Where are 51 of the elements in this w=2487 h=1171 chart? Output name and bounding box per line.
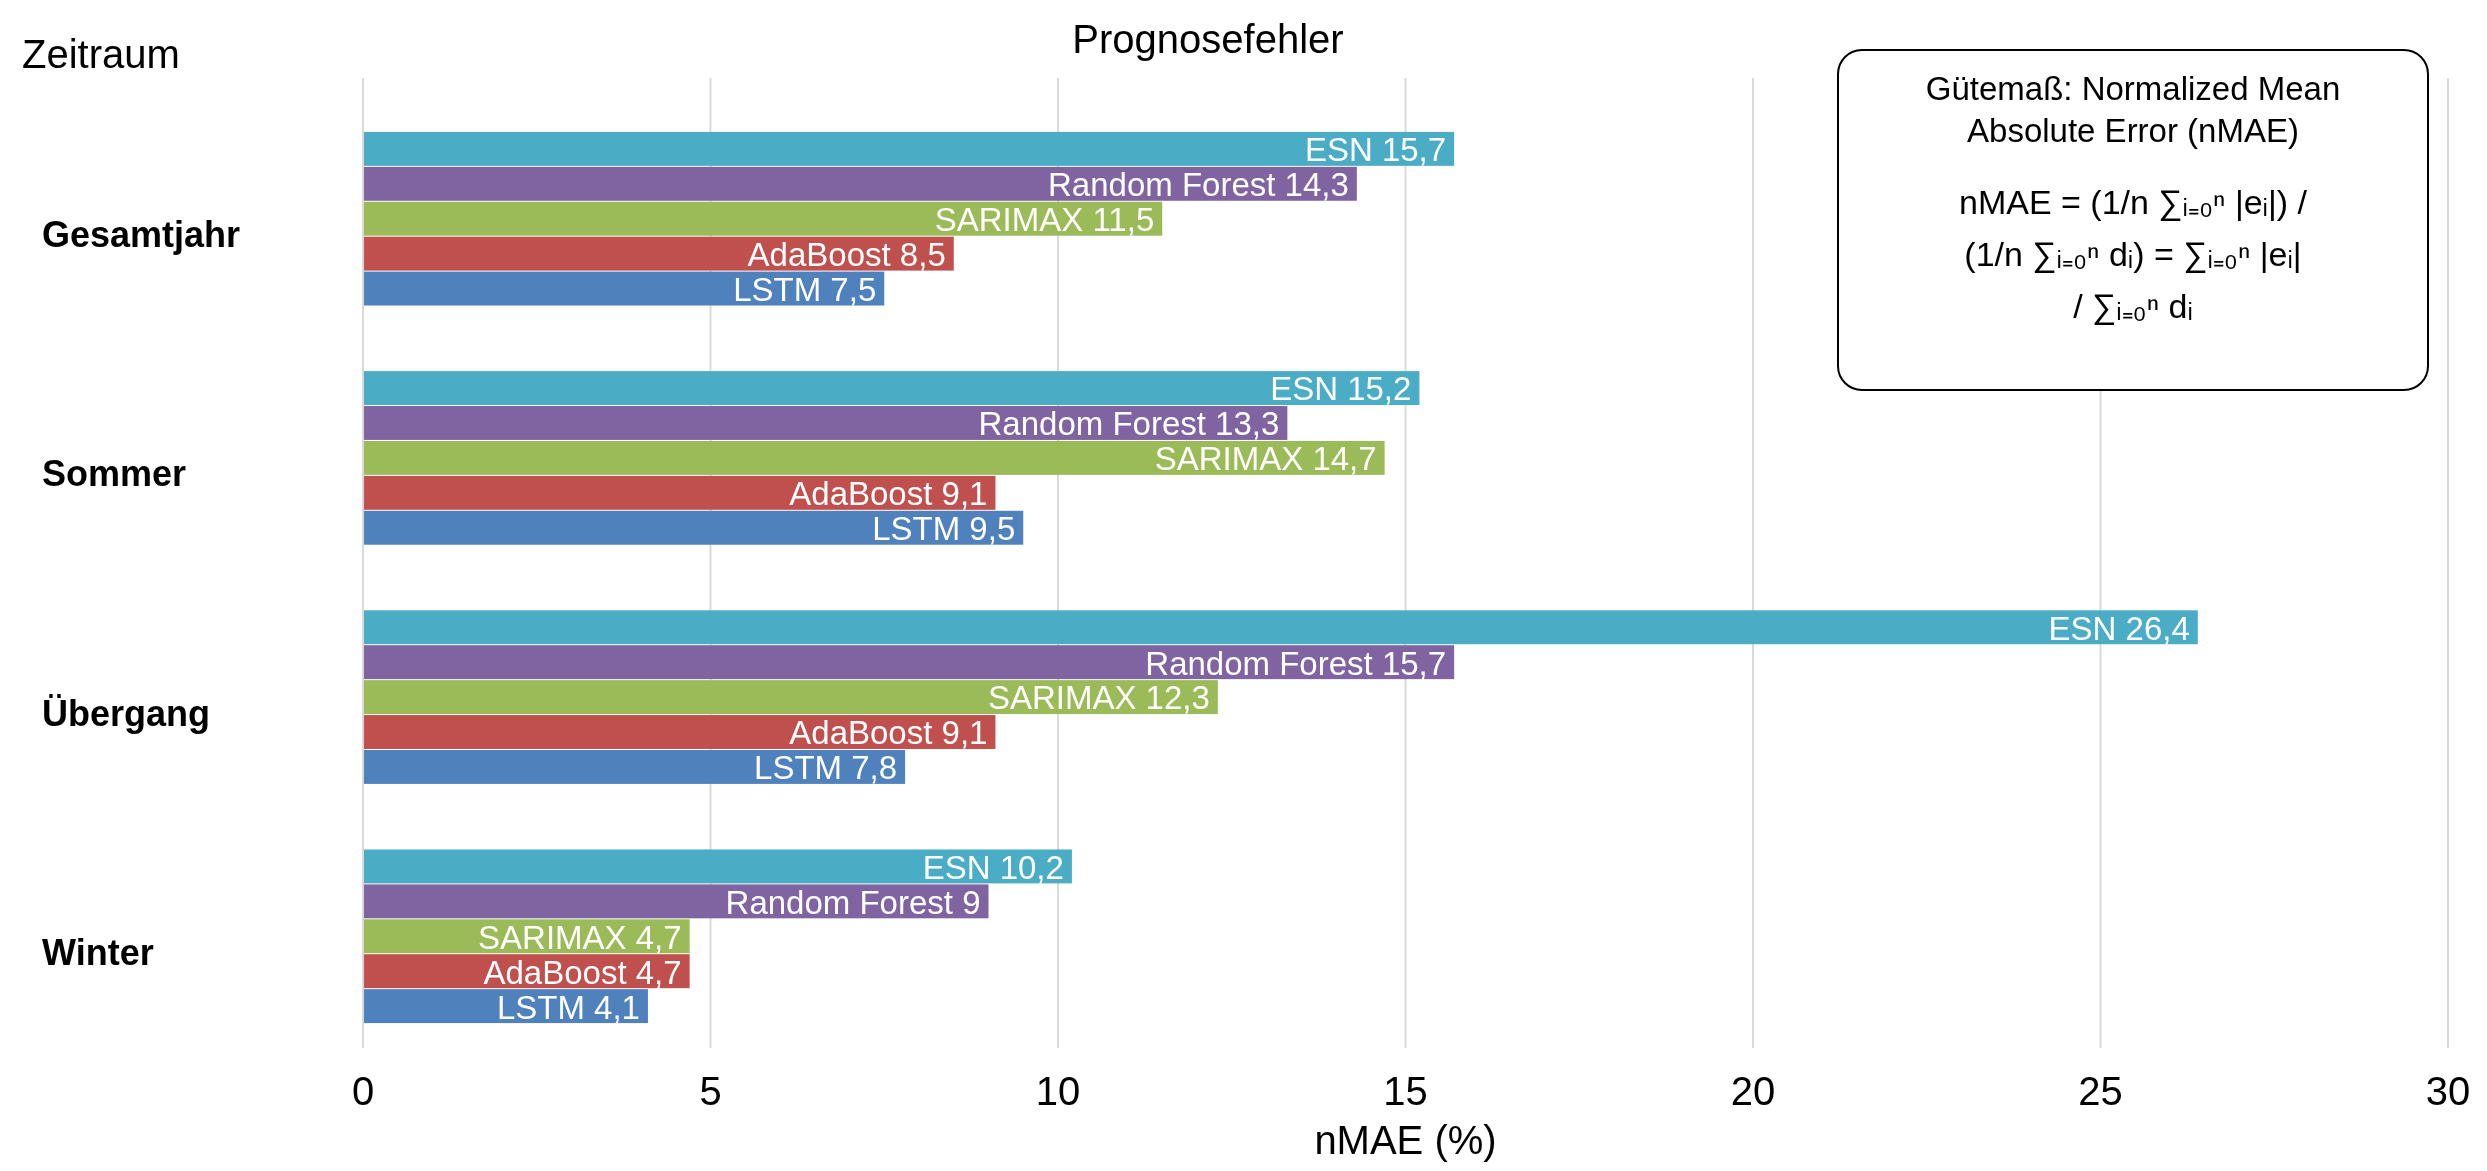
annotation: nMAE = (1/n ∑ᵢ₌₀ⁿ |eᵢ|) / (1/n ∑ᵢ₌₀ⁿ dᵢ) = ∑ᵢ₌₀ⁿ |eᵢ| / ∑ᵢ₌₀ⁿ dᵢ [1958,183,2308,326]
text: AdaBoost 9,1 [789,475,988,513]
y-tick-label: Winter [42,931,154,973]
x-tick-label: 10 [1035,1069,1081,1113]
x-axis-title: nMAE (%) [1314,1118,1497,1162]
text: LSTM 4,1 [496,988,640,1026]
bar [363,131,1455,166]
bar [363,510,1024,545]
text: LSTM 9,5 [872,510,1016,548]
bar [363,610,2198,645]
bar [363,475,996,510]
text: AdaBoost 4,7 [483,953,682,991]
bar [363,680,1218,715]
text: ESN 15,2 [1270,370,1412,408]
formula-box: Gütemaß: Normalized Mean Absolute Error (nMAE) nMAE = (1/n ∑ᵢ₌₀ⁿ |eᵢ|) / (1/n ∑ᵢ₌₀ⁿ dᵢ) = ∑ᵢ₌₀ⁿ |eᵢ| / ∑ᵢ₌₀ⁿ dᵢ [1837,49,2429,391]
text: ESN 10,2 [922,848,1064,886]
bar [363,440,1385,475]
text: SARIMAX 14,7 [1154,440,1377,478]
chart-title: Prognosefehler [1072,17,1344,61]
text: SARIMAX 4,7 [478,918,682,956]
y-tick-label: Sommer [42,453,187,495]
bar [363,166,1357,201]
bar [363,271,885,306]
text: Random Forest 13,3 [978,405,1280,443]
y-axis-title: Zeitraum [22,32,180,76]
x-tick-label: 30 [2425,1069,2471,1113]
x-tick-label: 25 [2078,1069,2123,1113]
bar [363,749,906,784]
text: AdaBoost 9,1 [789,714,988,752]
bar [363,849,1072,884]
bar [363,645,1455,680]
x-tick-label: 0 [351,1069,375,1113]
y-tick-label: Gesamtjahr [42,214,241,256]
bar [363,201,1163,236]
annotation: Gütemaß: Normalized Mean Absolute Error (nMAE) [1925,70,2341,149]
text: Random Forest 15,7 [1145,644,1447,682]
bar [363,715,996,749]
y-tick-label: Übergang [42,692,211,734]
text: SARIMAX 11,5 [934,201,1155,239]
text: ESN 15,7 [1304,131,1447,169]
bar [363,406,1288,440]
x-tick-label: 15 [1383,1069,1428,1113]
text: Random Forest 14,3 [1048,166,1349,204]
text: Random Forest 9 [725,883,981,921]
bar [363,371,1420,406]
x-tick-label: 20 [1730,1069,1776,1113]
bar [363,236,954,271]
text: SARIMAX 12,3 [987,679,1210,717]
text: ESN 26,4 [2048,609,2190,647]
x-tick-label: 5 [699,1069,722,1113]
text: LSTM 7,8 [754,749,898,787]
